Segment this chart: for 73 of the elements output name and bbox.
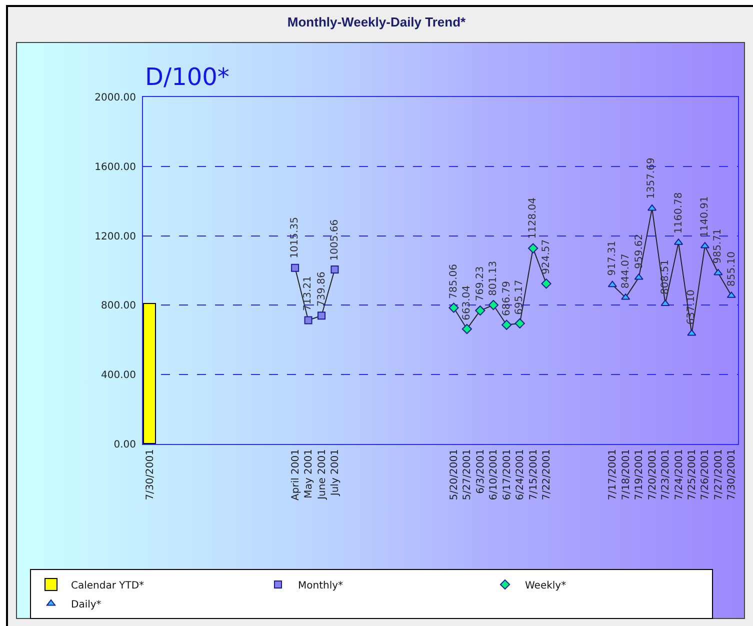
point (687, 329, 696, 336)
x-tick-label: 7/23/2001 (660, 449, 672, 500)
data-label: 1015.35 (290, 217, 301, 258)
legend-label: Weekly* (525, 580, 566, 592)
y-tick-label: 1600.00 (94, 162, 136, 173)
chart-title: Monthly-Weekly-Daily Trend* (287, 14, 467, 30)
x-tick-label: 7/18/2001 (620, 449, 632, 500)
data-label: 739.86 (316, 272, 328, 307)
x-tick-label: 7/27/2001 (713, 449, 724, 500)
point (488, 300, 498, 310)
point (514, 318, 525, 328)
data-label: 1140.91 (699, 196, 710, 238)
data-label: 1160.78 (673, 192, 684, 234)
x-tick-label: 7/30/2001 (726, 449, 738, 500)
data-label: 686.79 (501, 280, 512, 316)
x-tick-label: 5/27/2001 (462, 449, 474, 500)
data-label: 959.62 (634, 234, 645, 269)
x-tick-label: 7/15/2001 (528, 449, 540, 500)
y-tick-label: 400.00 (101, 370, 136, 382)
data-label: 1357.69 (646, 158, 658, 199)
x-tick-label: 7/22/2001 (542, 449, 553, 500)
x-tick-label: June 2001 (316, 449, 328, 500)
data-label: 695.17 (514, 280, 525, 315)
data-label: 769.23 (475, 266, 486, 302)
legend-label: Calendar YTD* (71, 580, 144, 592)
x-tick-label: 6/17/2001 (502, 449, 513, 500)
point (541, 278, 552, 289)
y-axis-title: D/100* (145, 63, 230, 91)
data-label: 1005.66 (330, 219, 341, 261)
x-tick-label: 7/20/2001 (647, 449, 658, 500)
point (448, 302, 459, 313)
y-tick-label: 1200.00 (94, 231, 136, 242)
x-tick-label: 7/30/2001 (144, 449, 156, 500)
data-label: 844.07 (620, 254, 632, 289)
x-tick-label: 7/26/2001 (700, 449, 712, 500)
data-label: 855.10 (726, 252, 738, 287)
point (318, 312, 326, 320)
legend-label: Daily* (71, 599, 102, 610)
point (462, 324, 472, 334)
point (714, 268, 723, 276)
data-label: 785.06 (448, 264, 460, 300)
data-label: 808.51 (660, 260, 672, 294)
x-tick-label: 5/20/2001 (448, 449, 460, 500)
x-tick-label: 6/10/2001 (488, 449, 500, 500)
y-tick-label: 2000.00 (94, 92, 136, 104)
data-label: 1128.04 (527, 197, 538, 239)
x-tick-label: July 2001 (330, 449, 341, 497)
point (330, 266, 339, 274)
x-tick-label: 6/24/2001 (515, 449, 526, 500)
data-label: 917.31 (607, 240, 618, 276)
data-label: 637.10 (686, 290, 697, 325)
point (475, 305, 486, 316)
data-label: 801.13 (488, 260, 499, 296)
x-tick-label: 7/24/2001 (674, 449, 685, 500)
point (528, 243, 538, 254)
x-tick-label: April 2001 (290, 449, 302, 500)
point (304, 316, 312, 324)
data-label: 663.04 (461, 285, 472, 320)
point (608, 280, 617, 288)
legend-label: Monthly* (298, 580, 344, 592)
point (648, 204, 657, 211)
x-tick-label: 7/25/2001 (686, 449, 698, 500)
data-label: 713.21 (302, 276, 314, 312)
x-tick-label: 7/19/2001 (634, 449, 646, 500)
x-tick-label: 6/3/2001 (475, 449, 486, 494)
data-label: 924.57 (541, 239, 552, 274)
y-tick-label: 0.00 (114, 440, 136, 450)
data-label: 985.71 (712, 228, 724, 264)
x-tick-label: 7/17/2001 (608, 449, 619, 500)
point (502, 320, 512, 330)
point (291, 264, 300, 272)
x-tick-label: May 2001 (304, 449, 315, 498)
y-tick-label: 800.00 (101, 300, 136, 312)
